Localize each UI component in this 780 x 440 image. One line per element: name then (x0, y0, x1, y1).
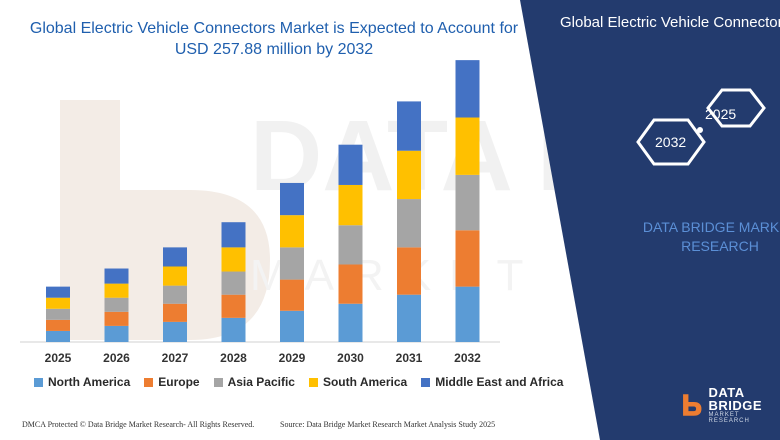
chart-legend: North America Europe Asia Pacific South … (34, 375, 563, 389)
side-panel (520, 0, 780, 440)
bar-segment-2029-europe (280, 279, 304, 311)
bar-segment-2026-middle-east-and-africa (104, 268, 129, 284)
x-tick-label: 2025 (45, 351, 72, 365)
bar-segment-2030-south-america (338, 184, 363, 226)
legend-label: North America (48, 375, 131, 389)
legend-swatch (213, 377, 223, 387)
bar-segment-2028-europe (221, 294, 246, 318)
bar-segment-2025-middle-east-and-africa (46, 286, 70, 298)
legend-item-middle-east-africa: Middle East and Africa (421, 375, 563, 389)
bar-segment-2025-asia-pacific (46, 308, 70, 320)
bar-segment-2031-south-america (397, 150, 421, 200)
legend-item-europe: Europe (144, 375, 200, 389)
bar-segment-2030-europe (338, 264, 363, 304)
legend-swatch (421, 377, 431, 387)
bar-segment-2025-north-america (46, 330, 70, 342)
bar-segment-2028-middle-east-and-africa (221, 222, 246, 248)
bar-segment-2029-south-america (280, 215, 304, 248)
legend-swatch (34, 377, 43, 387)
bar-segment-2027-north-america (163, 321, 187, 342)
bar-segment-2031-europe (397, 247, 421, 295)
legend-swatch (144, 377, 154, 387)
x-tick-label: 2031 (396, 351, 423, 365)
hexagon-2025 (706, 88, 766, 128)
bar-segment-2032-south-america (455, 117, 480, 175)
bar-segment-2025-south-america (46, 297, 70, 309)
bar-segment-2026-europe (104, 311, 129, 326)
legend-item-north-america: North America (34, 375, 130, 389)
logo-name: DATA BRIDGE (708, 385, 763, 413)
company-logo: DATA BRIDGE MARKET RESEARCH (680, 386, 780, 424)
bar-segment-2030-north-america (338, 303, 363, 342)
bar-segment-2027-south-america (163, 266, 187, 286)
bar-segment-2025-europe (46, 319, 70, 331)
logo-icon (683, 394, 702, 416)
bar-segment-2027-asia-pacific (163, 285, 187, 304)
legend-swatch (308, 377, 318, 387)
legend-label: Middle East and Africa (435, 375, 564, 389)
logo-subtitle: MARKET RESEARCH (708, 412, 750, 424)
bar-segment-2032-europe (455, 230, 480, 287)
bar-segment-2026-south-america (104, 283, 129, 298)
logo-text-block: DATA BRIDGE MARKET RESEARCH (709, 386, 780, 424)
side-panel-company: DATA BRIDGE MARKET RESEARCH (642, 219, 780, 254)
side-panel-background (520, 0, 780, 440)
bar-segment-2028-north-america (221, 317, 246, 342)
x-tick-label: 2028 (220, 351, 247, 365)
bar-segment-2027-europe (163, 303, 187, 322)
bar-segment-2031-asia-pacific (397, 199, 421, 248)
hex-label-2025: 2025 (705, 106, 737, 122)
legend-item-asia-pacific: Asia Pacific (213, 375, 295, 389)
bar-segment-2029-north-america (280, 310, 304, 342)
bar-segment-2029-middle-east-and-africa (280, 182, 304, 216)
chart-title: Global Electric Vehicle Connectors Marke… (29, 20, 519, 58)
connector-dot (697, 127, 703, 133)
bar-segment-2026-asia-pacific (104, 297, 129, 312)
bar-segment-2029-asia-pacific (280, 247, 304, 280)
legend-label: Asia Pacific (227, 375, 295, 389)
bar-segment-2032-north-america (455, 286, 480, 342)
x-tick-label: 2032 (454, 351, 481, 365)
hexagon-2032 (636, 118, 706, 166)
side-panel-title: Global Electric Vehicle Connectors Marke… (560, 14, 780, 31)
bar-segment-2031-north-america (397, 294, 421, 342)
footer-source: Source: Data Bridge Market Research Mark… (280, 420, 496, 429)
legend-label: South America (322, 375, 408, 389)
x-tick-label: 2029 (279, 351, 306, 365)
bar-segment-2028-south-america (221, 247, 246, 272)
bar-segment-2032-middle-east-and-africa (455, 60, 480, 118)
bar-segment-2026-north-america (104, 325, 129, 342)
x-tick-label: 2030 (337, 351, 364, 365)
legend-label: Europe (158, 375, 200, 389)
bar-segment-2030-asia-pacific (338, 225, 363, 265)
hex-label-2032: 2032 (655, 134, 687, 150)
bar-segment-2031-middle-east-and-africa (397, 101, 421, 151)
bar-segment-2027-middle-east-and-africa (163, 247, 187, 267)
x-tick-label: 2026 (103, 351, 130, 365)
stacked-bar-chart: 2025 2026 2027 2028 2029 2030 2031 2032 (20, 60, 500, 365)
bar-segment-2028-asia-pacific (221, 271, 246, 295)
bar-segment-2032-asia-pacific (455, 174, 480, 231)
x-tick-label: 2027 (162, 351, 189, 365)
legend-item-south-america: South America (308, 375, 408, 389)
footer-copyright: DMCA Protected © Data Bridge Market Rese… (22, 420, 255, 429)
bar-segment-2030-middle-east-and-africa (338, 144, 363, 185)
